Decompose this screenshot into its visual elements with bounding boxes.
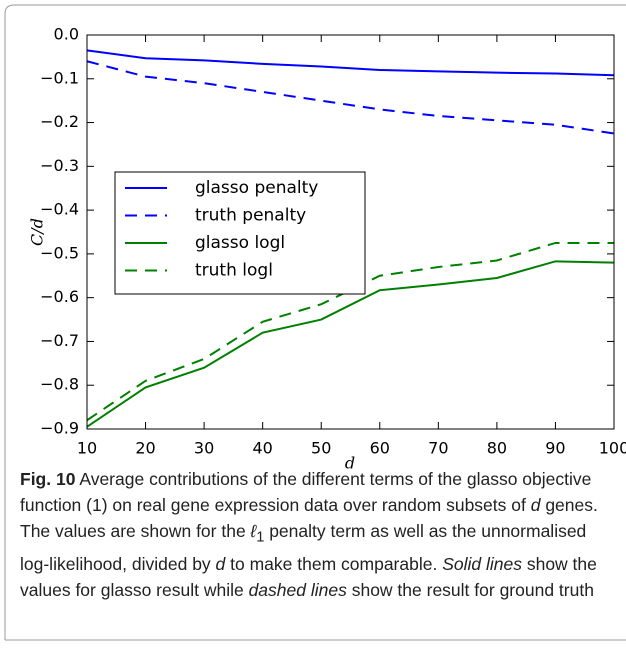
x-tick-label: 30 <box>194 439 214 458</box>
legend-label: glasso logl <box>195 233 285 253</box>
caption-label: Fig. 10 <box>20 469 76 489</box>
y-tick-label: −0.7 <box>40 331 79 350</box>
y-tick-label: −0.8 <box>40 375 79 394</box>
caption-text: show the result for ground truth <box>346 579 594 600</box>
caption-text: penalty term as well as the unnormalised… <box>20 521 587 574</box>
x-tick-label: 50 <box>311 439 331 458</box>
caption-text: d <box>530 495 541 515</box>
caption-text: to make them comparable. <box>225 553 443 574</box>
y-tick-label: −0.5 <box>40 243 79 262</box>
caption-text: dashed lines <box>248 579 347 600</box>
y-tick-label: −0.4 <box>40 200 79 219</box>
x-tick-label: 90 <box>545 439 565 458</box>
caption-text: 1 <box>256 529 265 546</box>
caption-text: show the values for glasso result while <box>20 553 597 600</box>
series-line <box>86 260 615 428</box>
plot-frame <box>86 34 615 430</box>
y-tick-label: 0.0 <box>54 25 79 44</box>
y-tick-label: −0.1 <box>40 68 79 87</box>
series-line <box>86 60 615 135</box>
caption-text: Average contributions of the different t… <box>20 469 592 515</box>
x-tick-label: 10 <box>77 439 97 458</box>
y-axis-label: C/d <box>28 218 47 246</box>
x-tick-label: 60 <box>370 439 390 458</box>
caption-text: Solid lines <box>442 553 522 574</box>
caption-text: genes. The values are shown for the <box>20 495 598 541</box>
legend-label: glasso penalty <box>195 178 318 198</box>
x-tick-label: 100 <box>599 439 626 458</box>
x-tick-label: 80 <box>487 439 507 458</box>
y-tick-label: −0.2 <box>40 112 79 131</box>
legend-label: truth logl <box>195 261 273 281</box>
x-tick-label: 70 <box>428 439 448 458</box>
caption-text: d <box>215 553 226 574</box>
y-tick-label: −0.9 <box>40 419 79 438</box>
x-tick-label: 20 <box>135 439 155 458</box>
x-axis-label: d <box>345 454 355 473</box>
x-tick-label: 40 <box>252 439 272 458</box>
y-tick-label: −0.3 <box>40 156 79 175</box>
y-tick-label: −0.6 <box>40 287 79 306</box>
series-line <box>86 241 614 422</box>
figure-border <box>4 4 626 640</box>
caption-text: ℓ <box>250 521 257 541</box>
series-line <box>86 49 615 77</box>
legend-box <box>114 171 366 295</box>
caption: Fig. 10 Average contributions of the dif… <box>20 466 616 603</box>
legend-label: truth penalty <box>195 206 306 226</box>
